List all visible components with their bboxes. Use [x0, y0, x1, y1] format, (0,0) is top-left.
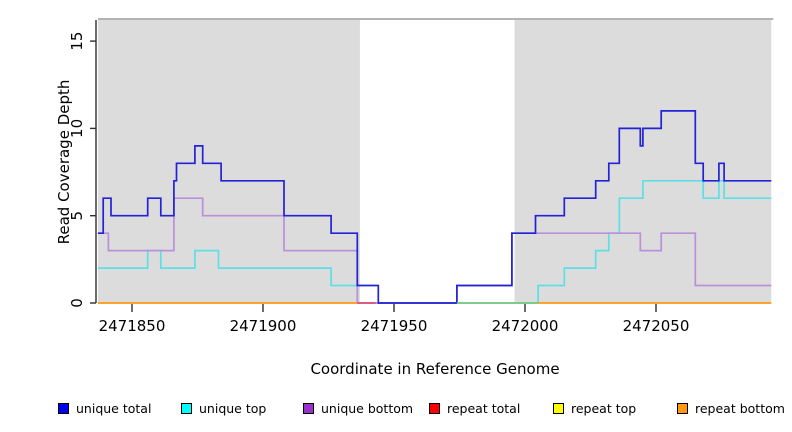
y-tick-label: 10 — [68, 119, 86, 138]
legend-label: unique total — [76, 400, 152, 416]
legend-item-unique-total: unique total — [58, 400, 151, 416]
y-tick-label: 15 — [68, 32, 86, 51]
series-unique-total — [97, 110, 772, 304]
legend-swatch-icon — [181, 402, 192, 414]
legend-item-repeat-total: repeat total — [429, 400, 520, 416]
legend-item-unique-bottom: unique bottom — [303, 400, 413, 416]
legend-swatch-icon — [677, 402, 688, 414]
legend-item-repeat-top: repeat top — [553, 400, 636, 416]
x-tick-label: 2472050 — [623, 317, 690, 335]
y-tick-label: 5 — [68, 211, 86, 221]
series-unique-top — [97, 179, 772, 304]
x-tick-label: 2471900 — [230, 317, 297, 335]
legend-swatch-icon — [303, 402, 314, 414]
y-tick-label: 0 — [68, 298, 86, 308]
legend-label: repeat total — [447, 400, 521, 416]
legend-item-unique-top: unique top — [181, 400, 266, 416]
x-axis-title: Coordinate in Reference Genome — [310, 360, 560, 378]
x-tick-label: 2471850 — [99, 317, 166, 335]
legend-swatch-icon — [429, 402, 440, 414]
legend-label: unique bottom — [321, 400, 414, 416]
left-shaded-block — [97, 20, 360, 303]
x-tick-label: 2471950 — [361, 317, 428, 335]
right-shaded-block — [514, 20, 772, 303]
legend-item-repeat-bottom: repeat bottom — [677, 400, 785, 416]
legend-label: repeat top — [571, 400, 637, 416]
x-tick-label: 2472000 — [492, 317, 559, 335]
y-axis-title: Read Coverage Depth — [55, 79, 73, 245]
legend-label: unique top — [199, 400, 267, 416]
legend-swatch-icon — [553, 402, 564, 414]
legend-swatch-icon — [58, 402, 69, 414]
legend-label: repeat bottom — [695, 400, 785, 416]
